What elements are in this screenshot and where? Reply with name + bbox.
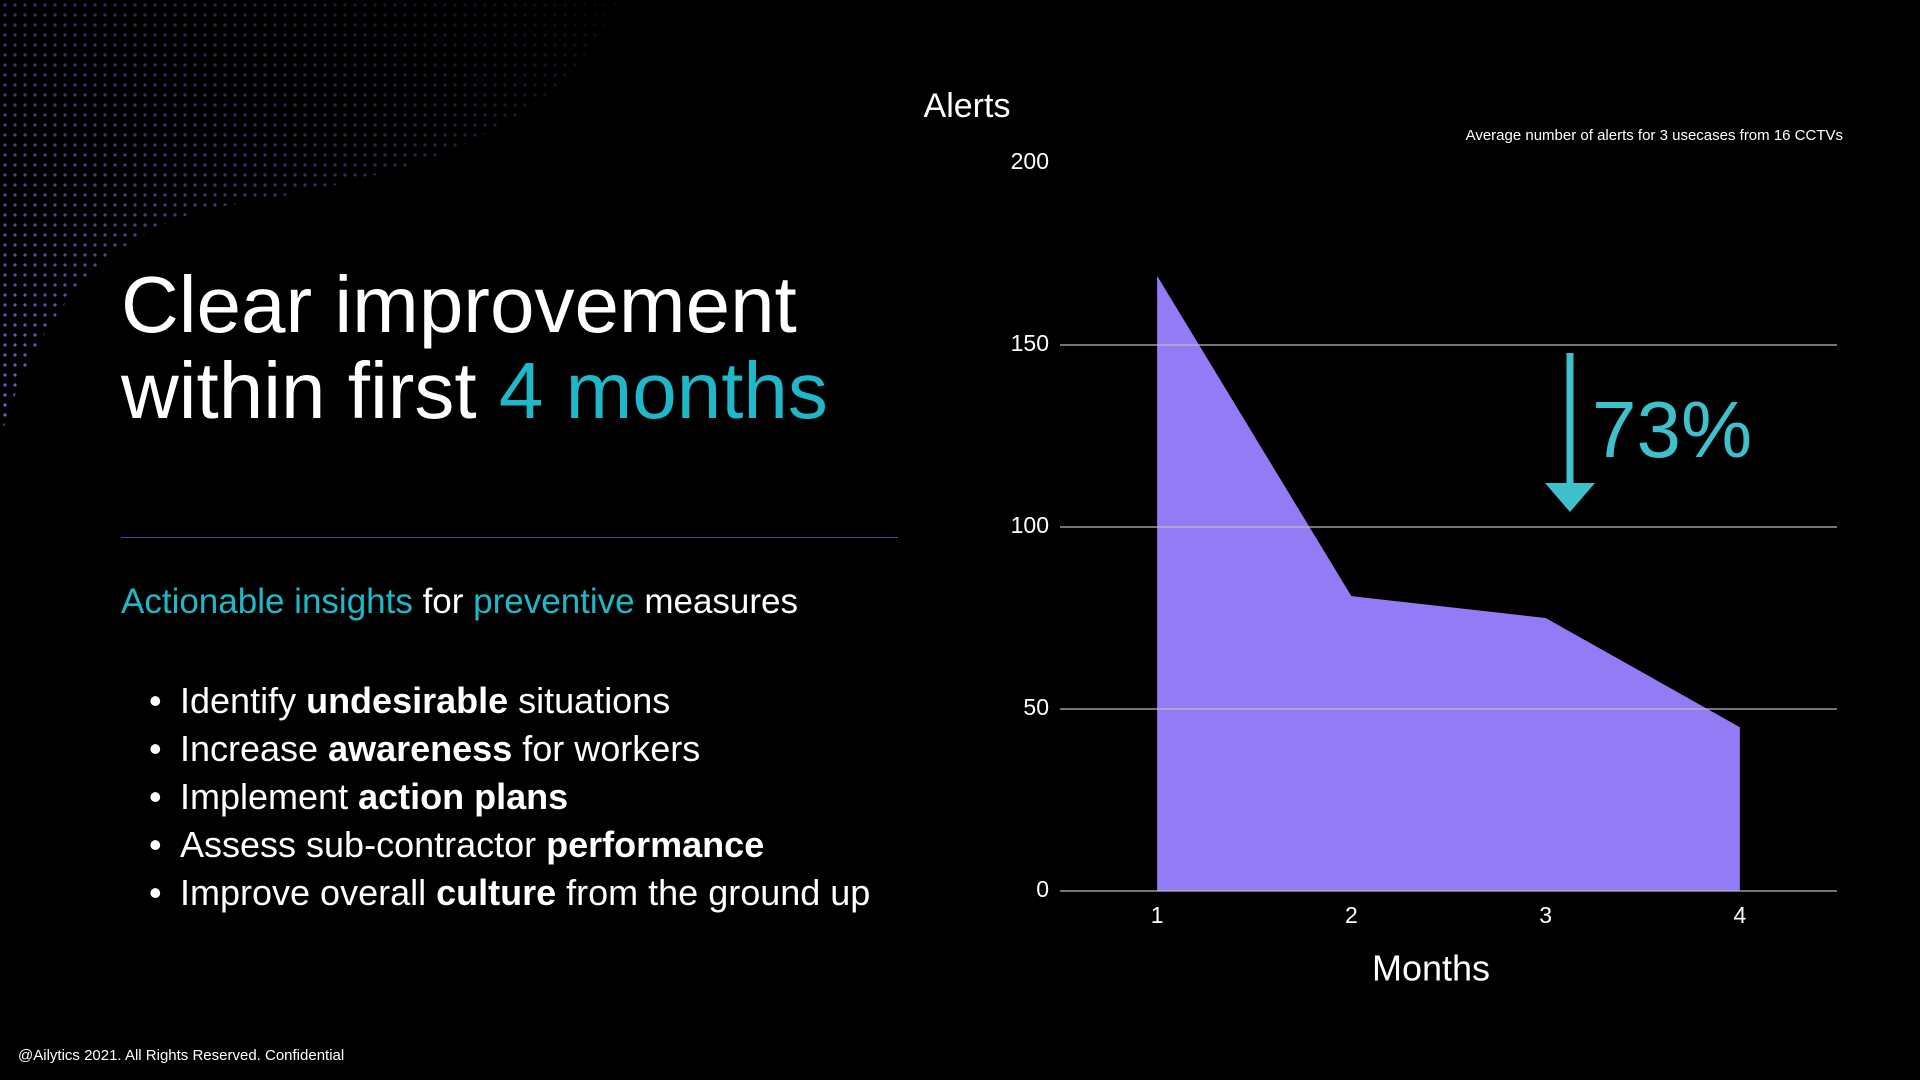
- bullet-segment: performance: [546, 824, 765, 865]
- lead-segment: Actionable insights: [121, 582, 413, 621]
- lead-text: Actionable insights for preventive measu…: [121, 582, 798, 622]
- bullet-segment: awareness: [328, 728, 513, 769]
- y-tick-label: 100: [1011, 512, 1049, 538]
- footer: @Ailytics 2021. All Rights Reserved. Con…: [18, 1047, 345, 1064]
- bullet-item: Improve overall culture from the ground …: [149, 869, 870, 917]
- bullet-segment: situations: [508, 680, 671, 721]
- title-segment: 4 months: [498, 346, 828, 435]
- bullet-segment: Improve overall: [180, 872, 437, 913]
- bullet-segment: Implement: [180, 776, 359, 817]
- lead-segment: for: [412, 582, 474, 621]
- annotation-text: 73%: [1592, 385, 1752, 474]
- lead-segment: preventive: [473, 582, 635, 621]
- slide-title: Clear improvement within first 4 months: [121, 262, 828, 434]
- title-segment: within first: [121, 346, 499, 435]
- bullet-segment: Assess sub-contractor: [180, 824, 547, 865]
- chart-subtitle: Average number of alerts for 3 usecases …: [1466, 127, 1843, 144]
- annotation-arrow-head: [1545, 483, 1595, 512]
- divider: [121, 537, 898, 538]
- y-axis-label: Alerts: [924, 87, 1011, 125]
- bullet-segment: Increase: [180, 728, 329, 769]
- x-axis-label: Months: [1372, 948, 1490, 989]
- y-tick-label: 150: [1011, 330, 1049, 356]
- bullet-item: Increase awareness for workers: [149, 725, 870, 773]
- x-tick-label: 2: [1345, 902, 1358, 928]
- bullet-item: Assess sub-contractor performance: [149, 821, 870, 869]
- bullet-segment: undesirable: [306, 680, 509, 721]
- bullet-segment: culture: [436, 872, 557, 913]
- x-tick-label: 3: [1539, 902, 1552, 928]
- y-tick-label: 50: [1023, 694, 1049, 720]
- bullet-segment: from the ground up: [556, 872, 871, 913]
- bullet-segment: for workers: [512, 728, 701, 769]
- y-tick-label: 0: [1036, 876, 1049, 902]
- bullet-item: Implement action plans: [149, 773, 870, 821]
- bullet-segment: action plans: [358, 776, 569, 817]
- bullet-list: Identify undesirable situationsIncrease …: [149, 677, 870, 917]
- area: [1157, 275, 1740, 892]
- x-tick-label: 1: [1151, 902, 1164, 928]
- bullet-item: Identify undesirable situations: [149, 677, 870, 725]
- title-line: Clear improvement: [121, 262, 828, 348]
- dot-wave-background: [0, 0, 620, 440]
- title-line: within first 4 months: [121, 348, 828, 434]
- lead-segment: measures: [634, 582, 799, 621]
- title-segment: Clear improvement: [121, 260, 797, 349]
- bullet-segment: Identify: [180, 680, 307, 721]
- x-tick-label: 4: [1733, 902, 1746, 928]
- y-tick-label: 200: [1011, 148, 1049, 174]
